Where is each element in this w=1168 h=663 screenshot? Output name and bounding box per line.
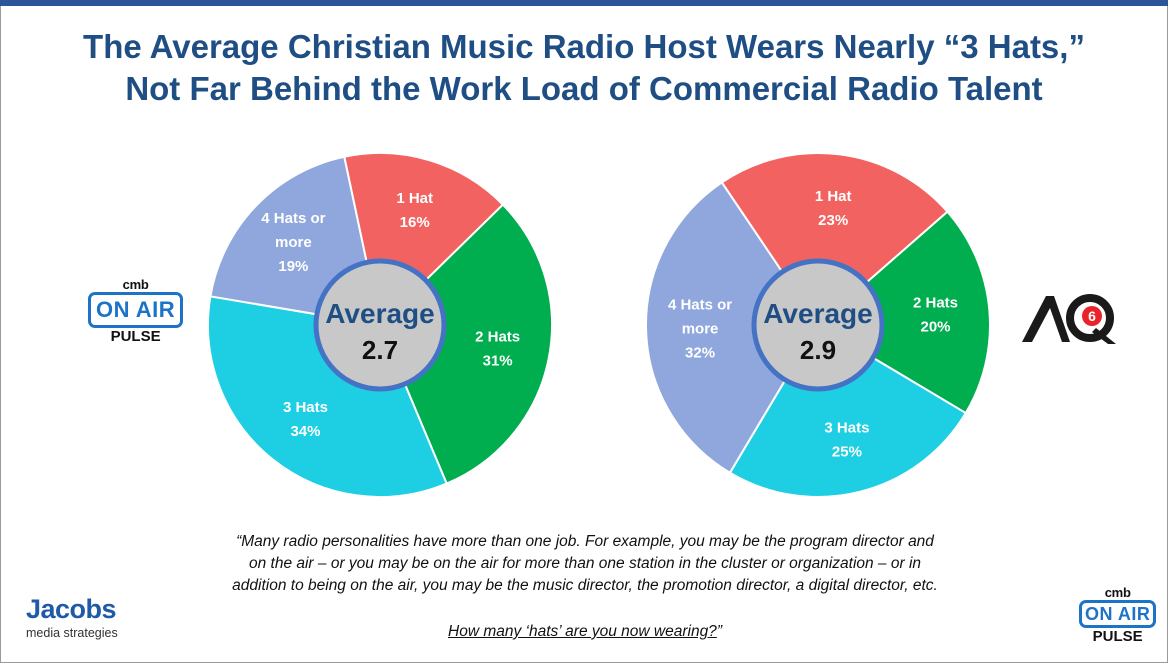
center-average-label: Average [325,298,434,329]
cmb-on-air-pulse-logo-left: cmb ON AIR PULSE [88,277,184,346]
slice-value-label: 32% [685,344,715,361]
quote-line-2: on the air – or you may be on the air fo… [248,555,922,572]
question-text: How many ‘hats’ are you now wearing? [448,623,717,640]
cmb-logo-top-text: cmb [1104,585,1131,600]
slice-2-hats [378,203,553,485]
survey-question-quote: “Many radio personalities have more than… [170,531,1000,597]
on-air-badge: ON AIR [1079,600,1157,628]
donut-center [751,258,885,392]
on-air-badge: ON AIR [88,292,184,328]
title-line-1: The Average Christian Music Radio Host W… [83,28,1085,65]
aq6-logo-mark: 6 [1022,294,1116,344]
slice-value-label: 23% [818,212,848,229]
slice-value-label: 31% [483,353,513,370]
slice-2-hats [816,210,991,415]
slice-category-label: 4 Hats or [668,296,732,313]
donut-chart-2: 1 Hat 23% 2 Hats 20% 3 Hats 25% 4 Hats or more 3… [645,152,991,498]
slice-value-label: 19% [278,258,308,275]
slice-3-hats [728,323,968,498]
cmb-on-air-pulse-logo-bottom-right: cmb ON AIR PULSE [1079,585,1157,646]
slice-1-hat [720,152,949,327]
survey-question: How many ‘hats’ are you now wearing?” [170,623,1000,641]
slice-value-label: 25% [832,443,862,460]
slice-category-label: 1 Hat [396,190,433,207]
title-line-2: Not Far Behind the Work Load of Commerci… [125,70,1043,107]
question-close-quote: ” [716,623,722,640]
slice-value-label: 20% [920,318,950,335]
slice-category-label: 4 Hats or [261,210,325,227]
slice-value-label: 34% [290,423,320,440]
cmb-logo-top-text: cmb [122,277,149,292]
jacobs-logo-name: Jacobs [26,594,117,624]
slice-category-label: 3 Hats [824,419,869,436]
slice-category-label: 2 Hats [475,329,520,346]
center-average-value: 2.7 [362,335,398,365]
slice-value-label: 16% [400,214,430,231]
aq6-numeral: 6 [1088,308,1096,324]
pulse-text: PULSE [110,328,161,345]
jacobs-logo-tagline: media strategies [26,626,118,640]
donut-center [313,258,447,392]
top-accent-bar [0,0,1168,6]
aq6-logo: 6 [1020,290,1120,351]
donut-chart-1: 1 Hat 16% 2 Hats 31% 3 Hats 34% 4 Hats or more 1… [207,152,553,498]
center-average-label: Average [763,298,872,329]
center-average-value: 2.9 [800,335,836,365]
quote-line-1: “Many radio personalities have more than… [236,533,934,550]
quote-line-3: addition to being on the air, you may be… [232,577,938,594]
slice-category-label: 2 Hats [913,294,958,311]
jacobs-media-logo: Jacobs media strategies [26,594,118,640]
slide-title: The Average Christian Music Radio Host W… [0,26,1168,110]
slice-category-label: more [682,320,719,337]
slice-category-label: 3 Hats [283,399,328,416]
slice-category-label: more [275,234,312,251]
slice-category-label: 1 Hat [815,188,852,205]
pulse-text: PULSE [1092,628,1143,645]
slice-4-hats-or-more [645,181,820,475]
